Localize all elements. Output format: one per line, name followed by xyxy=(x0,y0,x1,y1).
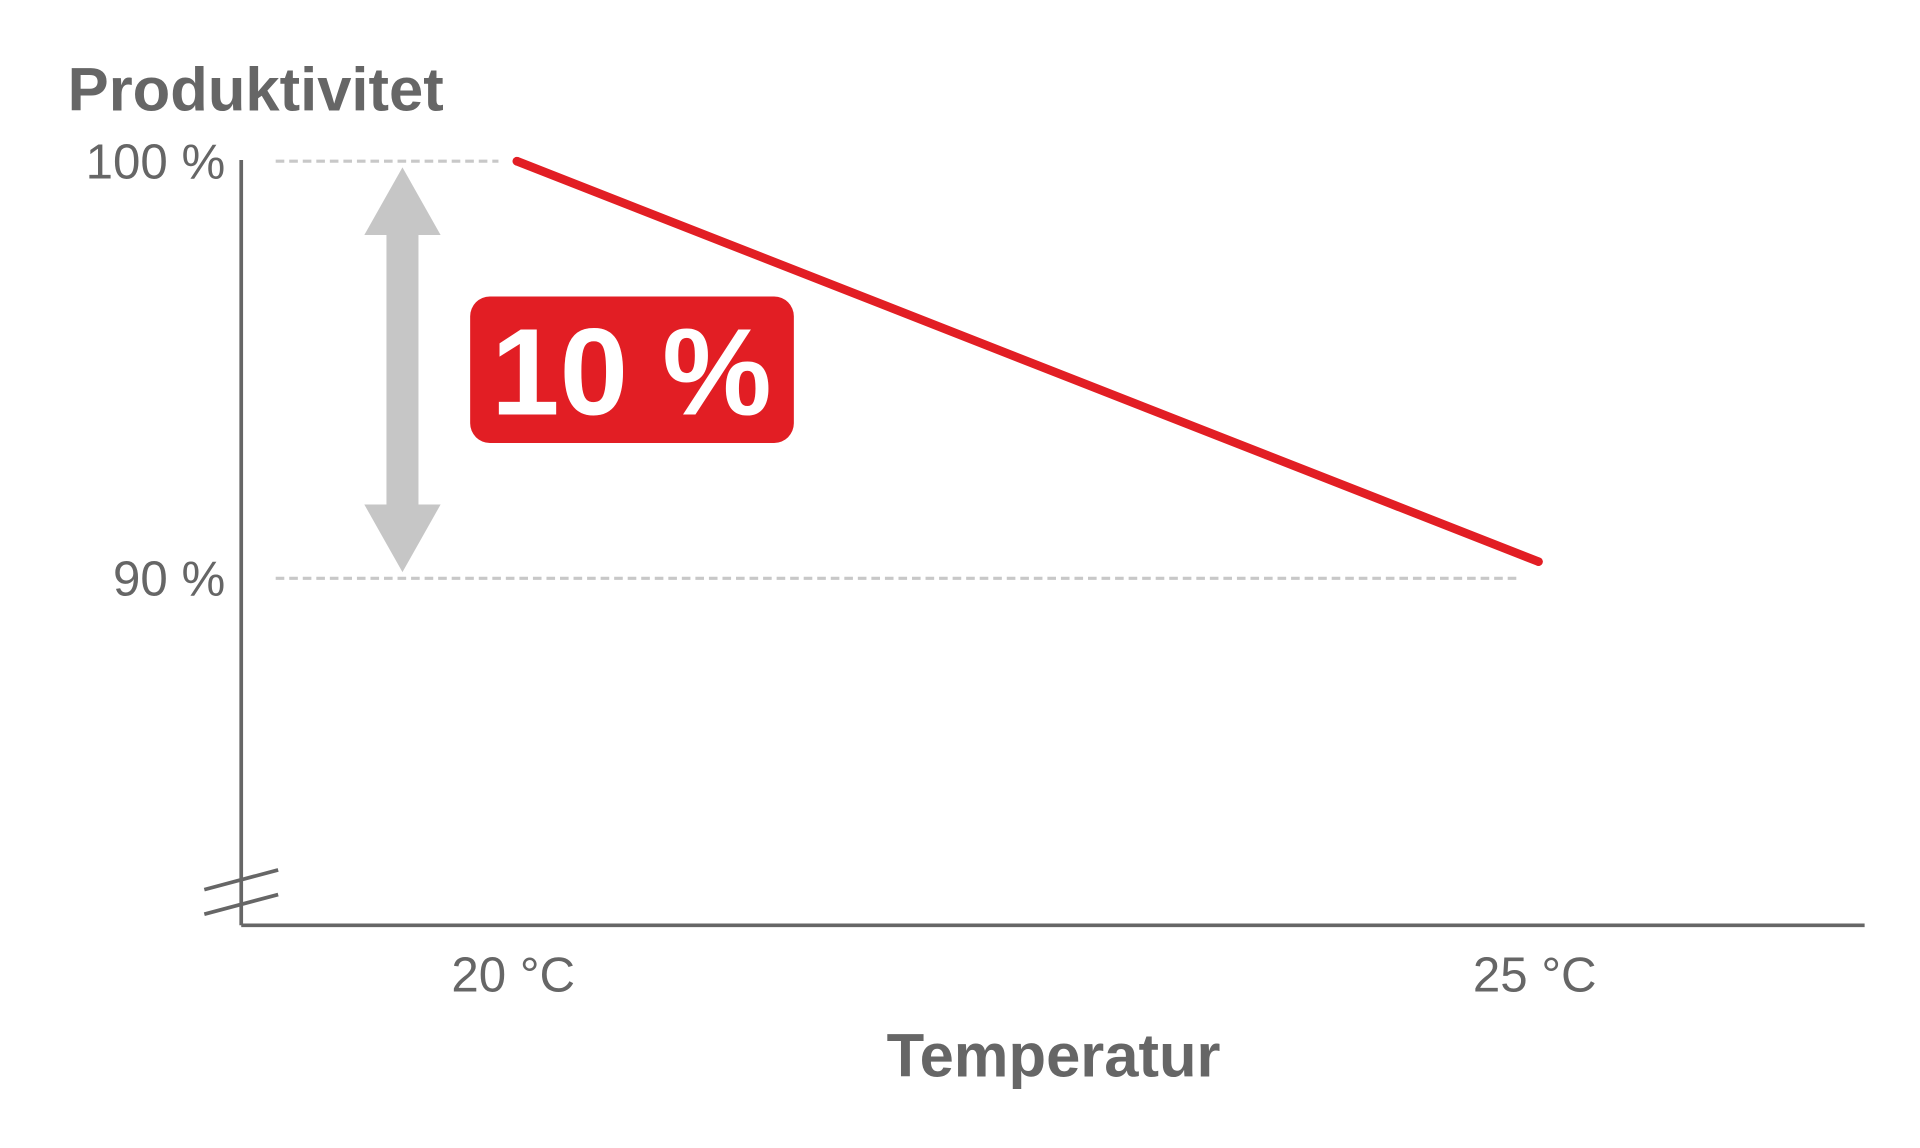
y-tick-label: 100 % xyxy=(86,134,226,189)
data-point xyxy=(512,156,522,166)
x-axis-title: Temperatur xyxy=(887,1022,1221,1091)
difference-label: 10 % xyxy=(491,305,772,442)
difference-badge: 10 % xyxy=(470,296,794,443)
x-tick-label: 25 °C xyxy=(1473,948,1597,1003)
x-tick-label: 20 °C xyxy=(451,948,575,1003)
axis-break-icon xyxy=(203,868,279,916)
data-point xyxy=(1534,557,1543,566)
series-line xyxy=(512,156,1543,566)
y-tick-label: 90 % xyxy=(113,552,225,607)
difference-arrow xyxy=(364,167,441,573)
y-axis-title: Produktivitet xyxy=(68,56,444,125)
